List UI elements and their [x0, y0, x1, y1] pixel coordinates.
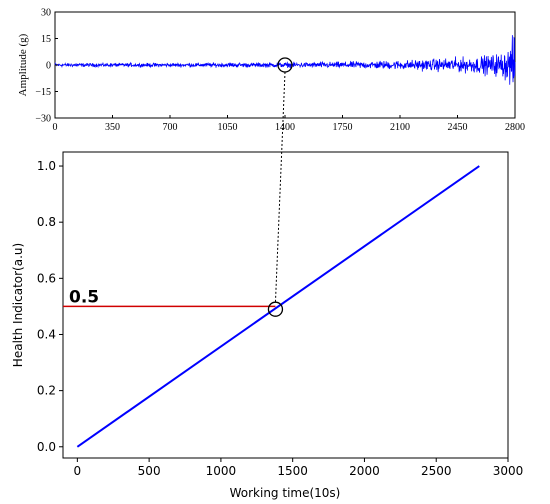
bottom-x-tick-label: 2500	[421, 464, 452, 478]
top-x-tick-label: 700	[163, 122, 178, 133]
bottom-x-tick-label: 500	[138, 464, 161, 478]
health-indicator-line	[76, 165, 480, 448]
bottom-y-tick-label: 0.4	[37, 327, 56, 341]
top-y-tick-label: −15	[35, 87, 51, 98]
bottom-marker-circle	[267, 301, 284, 317]
top-x-tick-label: 1750	[333, 122, 353, 133]
bottom-x-axis-label: Working time(10s)	[230, 486, 341, 500]
top-x-tick-label: 350	[105, 122, 120, 133]
top-x-tick-label: 1050	[218, 122, 238, 133]
bottom-y-tick-label: 0.6	[37, 271, 56, 285]
top-x-tick-label: 0	[53, 122, 58, 133]
top-x-tick-label: 2450	[448, 122, 468, 133]
top-y-tick-label: 15	[41, 34, 51, 45]
top-x-tick-label: 1400	[275, 122, 295, 133]
threshold-label: 0.5	[69, 287, 99, 307]
bottom-y-axis-label: Health Indicator(a.u)	[11, 243, 25, 367]
bottom-y-tick-label: 0.0	[37, 440, 56, 454]
top-y-tick-label: 30	[41, 8, 51, 19]
bottom-x-tick-label: 1500	[277, 464, 308, 478]
top-x-tick-label: 2100	[390, 122, 410, 133]
bottom-x-tick-label: 0	[74, 464, 82, 478]
bottom-x-tick-label: 1000	[206, 464, 237, 478]
bottom-x-tick-label: 3000	[493, 464, 524, 478]
amplitude-chart: 0 350 700 1050 1400 1750 2100 2450 2800 30 15 0 −15…	[17, 8, 525, 134]
bottom-plot-frame	[62, 151, 509, 459]
vibration-signal-line	[54, 35, 516, 85]
top-y-axis-label: Amplitude (g)	[17, 33, 29, 96]
top-x-tick-label: 2800	[505, 122, 525, 133]
bottom-y-tick-label: 1.0	[37, 159, 56, 173]
bottom-y-tick-label: 0.8	[37, 215, 56, 229]
top-y-tick-label: −30	[35, 114, 51, 125]
bottom-x-tick-label: 2000	[349, 464, 380, 478]
dotted-connector-line	[274, 71, 286, 303]
top-y-tick-label: 0	[46, 61, 51, 72]
bottom-y-tick-label: 0.2	[37, 384, 56, 398]
health-indicator-chart: 0.5 0 500 1000 1500 2000 2500 3000 0.0 0.2 0.4 0.…	[11, 151, 524, 500]
